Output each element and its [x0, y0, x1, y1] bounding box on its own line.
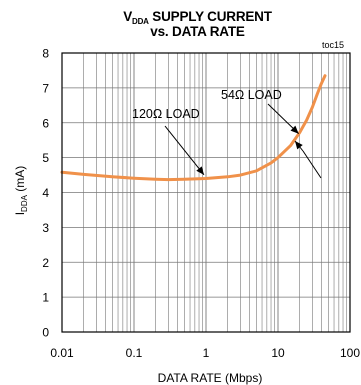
y-tick-label: 1 — [42, 291, 49, 305]
annotation-54-ohm-label: 54Ω LOAD — [221, 88, 282, 102]
annotation-120-ohm-arrow-line — [164, 125, 205, 176]
title-rest: SUPPLY CURRENT — [148, 9, 272, 24]
grid-lines — [62, 53, 350, 332]
annotation-54-ohm-tail-line — [302, 150, 322, 179]
plot-frame — [61, 52, 351, 333]
annotation-120-ohm-arrowhead — [196, 166, 204, 175]
annotations: 120Ω LOAD 54Ω LOAD — [132, 88, 322, 179]
y-label-unit: (mA) — [13, 166, 27, 195]
series-line — [60, 74, 327, 182]
y-tick-label: 2 — [42, 256, 49, 270]
x-tick-labels: 0.01 0.1 1 10 100 — [50, 346, 360, 360]
y-tick-label: 7 — [42, 81, 49, 95]
figure-tag: toc15 — [321, 40, 344, 50]
annotation-54-ohm-lower-arrowhead — [295, 141, 303, 150]
x-tick-label: 0.1 — [126, 346, 143, 360]
y-tick-label: 8 — [42, 47, 49, 61]
annotation-120-ohm-label: 120Ω LOAD — [132, 107, 200, 121]
y-tick-labels: 0 1 2 3 4 5 6 7 8 — [42, 47, 49, 340]
y-tick-label: 5 — [42, 151, 49, 165]
chart-title-line1: VDDA SUPPLY CURRENT — [0, 9, 361, 26]
y-tick-label: 4 — [42, 186, 49, 200]
annotation-54-ohm-arrowhead — [290, 125, 299, 134]
x-tick-label: 1 — [203, 346, 210, 360]
y-tick-label: 3 — [42, 221, 49, 235]
x-axis-label: DATA RATE (Mbps) — [158, 371, 263, 385]
y-label-subscript: DDA — [20, 194, 29, 212]
title-symbol: V — [123, 9, 133, 24]
x-tick-label: 10 — [271, 346, 285, 360]
x-tick-label: 100 — [340, 346, 360, 360]
title-subscript: DDA — [132, 17, 149, 26]
y-tick-label: 6 — [42, 116, 49, 130]
y-axis-label: IDDA (mA) — [13, 166, 29, 216]
y-tick-label: 0 — [42, 326, 49, 340]
chart-title-line2: vs. DATA RATE — [150, 24, 245, 39]
y-label-symbol: I — [13, 212, 27, 215]
x-tick-label: 0.01 — [50, 346, 74, 360]
